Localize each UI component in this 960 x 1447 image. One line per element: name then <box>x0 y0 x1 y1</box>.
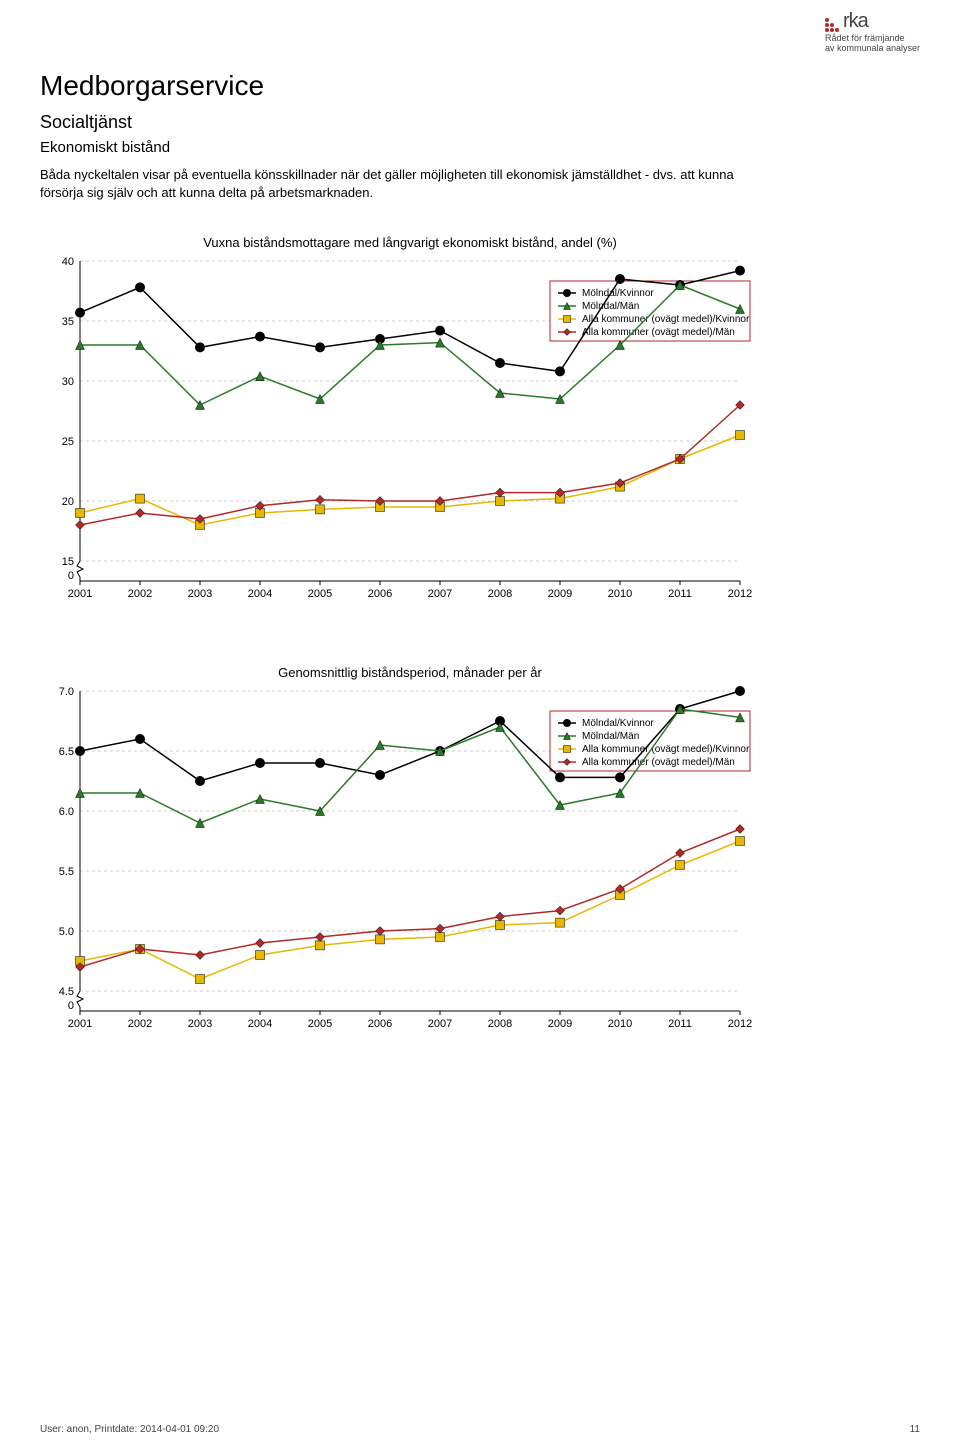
svg-text:Alla kommuner (ovägt medel)/Kv: Alla kommuner (ovägt medel)/Kvinnor <box>582 314 750 325</box>
chart-1-svg: Vuxna biståndsmottagare med långvarigt e… <box>40 231 960 601</box>
chart-2-svg: Genomsnittlig biståndsperiod, månader pe… <box>40 661 960 1031</box>
svg-text:0: 0 <box>68 1000 74 1012</box>
svg-text:2010: 2010 <box>608 588 632 600</box>
svg-text:20: 20 <box>62 496 74 508</box>
section-subsubtitle: Ekonomiskt bistånd <box>40 139 920 156</box>
svg-text:35: 35 <box>62 316 74 328</box>
svg-text:Alla kommuner (ovägt medel)/Mä: Alla kommuner (ovägt medel)/Män <box>582 757 735 768</box>
svg-text:Mölndal/Män: Mölndal/Män <box>582 301 639 312</box>
svg-text:7.0: 7.0 <box>59 686 74 698</box>
svg-text:5.0: 5.0 <box>59 926 74 938</box>
svg-text:2010: 2010 <box>608 1018 632 1030</box>
footer: User: anon, Printdate: 2014-04-01 09:20 … <box>40 1424 920 1435</box>
svg-text:6.5: 6.5 <box>59 746 74 758</box>
svg-text:Genomsnittlig biståndsperiod,: Genomsnittlig biståndsperiod, månader pe… <box>278 665 542 680</box>
svg-text:2005: 2005 <box>308 1018 332 1030</box>
svg-text:2008: 2008 <box>488 1018 512 1030</box>
footer-page-number: 11 <box>910 1424 920 1435</box>
logo-block: rka Rådet för främjande av kommunala ana… <box>825 10 920 54</box>
svg-text:2002: 2002 <box>128 588 152 600</box>
svg-text:2012: 2012 <box>728 588 752 600</box>
footer-left: User: anon, Printdate: 2014-04-01 09:20 <box>40 1424 219 1435</box>
svg-text:30: 30 <box>62 376 74 388</box>
svg-text:15: 15 <box>62 556 74 568</box>
svg-text:2003: 2003 <box>188 1018 212 1030</box>
logo-line2: av kommunala analyser <box>825 44 920 54</box>
svg-text:Alla kommuner (ovägt medel)/Kv: Alla kommuner (ovägt medel)/Kvinnor <box>582 744 750 755</box>
svg-text:0: 0 <box>68 570 74 582</box>
svg-text:2009: 2009 <box>548 1018 572 1030</box>
svg-text:2007: 2007 <box>428 1018 452 1030</box>
svg-text:40: 40 <box>62 256 74 268</box>
svg-text:Mölndal/Kvinnor: Mölndal/Kvinnor <box>582 718 654 729</box>
svg-text:5.5: 5.5 <box>59 866 74 878</box>
svg-text:Mölndal/Kvinnor: Mölndal/Kvinnor <box>582 288 654 299</box>
svg-text:2012: 2012 <box>728 1018 752 1030</box>
svg-text:2011: 2011 <box>668 588 692 600</box>
intro-paragraph: Båda nyckeltalen visar på eventuella kön… <box>40 166 780 201</box>
svg-text:4.5: 4.5 <box>59 986 74 998</box>
svg-text:2003: 2003 <box>188 588 212 600</box>
svg-text:2001: 2001 <box>68 588 92 600</box>
svg-text:2002: 2002 <box>128 1018 152 1030</box>
svg-text:2008: 2008 <box>488 588 512 600</box>
svg-text:2006: 2006 <box>368 588 392 600</box>
svg-text:2011: 2011 <box>668 1018 692 1030</box>
svg-text:2009: 2009 <box>548 588 572 600</box>
section-subtitle: Socialtjänst <box>40 112 920 133</box>
svg-text:2004: 2004 <box>248 588 272 600</box>
svg-text:2004: 2004 <box>248 1018 272 1030</box>
svg-text:2007: 2007 <box>428 588 452 600</box>
page-title: Medborgarservice <box>40 70 920 102</box>
svg-text:2005: 2005 <box>308 588 332 600</box>
svg-text:2001: 2001 <box>68 1018 92 1030</box>
chart-2-block: Genomsnittlig biståndsperiod, månader pe… <box>40 661 920 1031</box>
svg-text:Vuxna biståndsmottagare med lå: Vuxna biståndsmottagare med långvarigt e… <box>203 235 617 250</box>
svg-text:Mölndal/Män: Mölndal/Män <box>582 731 639 742</box>
svg-text:6.0: 6.0 <box>59 806 74 818</box>
logo-dots <box>825 18 839 32</box>
chart-1-block: Vuxna biståndsmottagare med långvarigt e… <box>40 231 920 601</box>
svg-text:2006: 2006 <box>368 1018 392 1030</box>
svg-text:25: 25 <box>62 436 74 448</box>
logo-word: rka <box>843 10 868 32</box>
svg-text:Alla kommuner (ovägt medel)/Mä: Alla kommuner (ovägt medel)/Män <box>582 327 735 338</box>
